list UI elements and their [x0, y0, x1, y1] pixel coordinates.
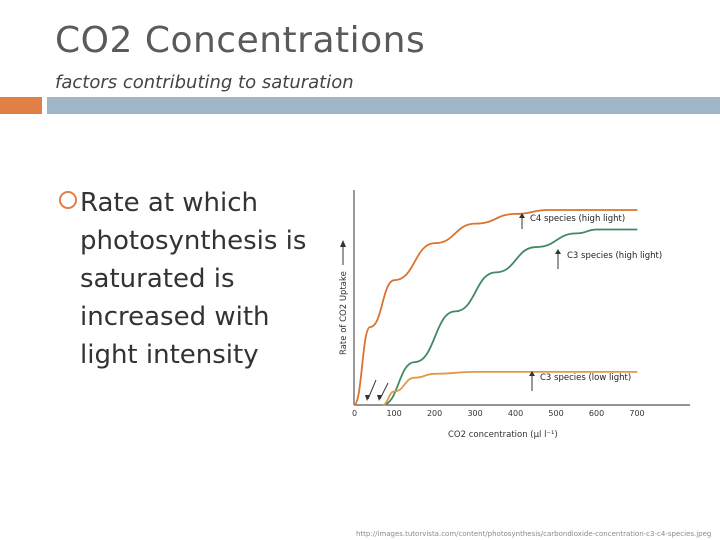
x-tick-label: 600 — [589, 409, 604, 418]
legend-label: C3 species (low light) — [540, 373, 631, 383]
x-tick-label: 200 — [427, 409, 442, 418]
y-axis-arrow — [340, 240, 346, 265]
series-label-arrowhead — [519, 213, 525, 218]
legend-label: C4 species (high light) — [530, 214, 625, 224]
image-source-url: http://images.tutorvista.com/content/pho… — [356, 530, 712, 538]
x-tick-label: 100 — [386, 409, 401, 418]
y-axis-label: Rate of CO2 Uptake — [339, 271, 349, 355]
origin-arrows — [365, 379, 389, 401]
series-line-c3-high-light — [382, 228, 638, 406]
header-divider-bar — [47, 97, 720, 114]
bullet-circle-icon — [59, 191, 77, 209]
bullet-text: Rate at which photosynthesis is saturate… — [80, 188, 307, 370]
x-tick-label: 500 — [548, 409, 563, 418]
co2-uptake-chart: Rate of CO2 Uptake 0 100 200 300 400 500 600 70… — [339, 190, 690, 440]
x-tick-labels: 0 100 200 300 400 500 600 700 — [352, 409, 645, 418]
series-label-arrowhead — [555, 249, 561, 254]
x-tick-label: 700 — [629, 409, 644, 418]
x-tick-label: 300 — [467, 409, 482, 418]
series-line-c3-low-light — [382, 370, 638, 406]
series-line-c4-high-light — [353, 209, 638, 406]
x-tick-label: 0 — [352, 409, 357, 418]
series-lines — [353, 209, 638, 406]
x-tick-label: 400 — [508, 409, 523, 418]
series-label-arrowhead — [529, 371, 535, 376]
legend-label: C3 species (high light) — [567, 251, 662, 261]
x-axis-label: CO2 concentration (μl l⁻¹) — [448, 430, 558, 440]
accent-bar — [0, 97, 42, 114]
series-labels: C4 species (high light) C3 species (high … — [519, 213, 662, 391]
slide-title: CO2 Concentrations — [55, 20, 426, 61]
slide-subtitle: factors contributing to saturation — [55, 72, 354, 93]
